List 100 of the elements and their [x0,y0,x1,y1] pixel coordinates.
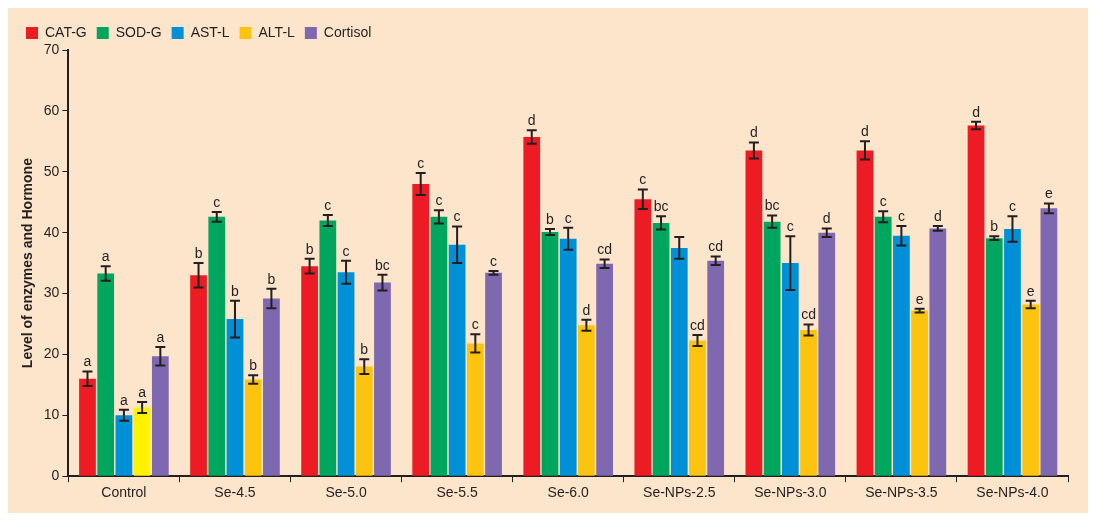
y-axis-title: Level of enzymes and Hormone [19,157,36,369]
data-label: d [527,112,536,129]
bar [1040,208,1058,476]
bar [781,263,799,476]
bar [1004,229,1021,476]
data-label: b [249,356,258,373]
data-label: c [342,242,350,259]
bar [634,199,652,476]
data-label: c [639,171,647,188]
bar [301,266,318,476]
legend-label: ALT-L [258,23,296,40]
data-label: c [435,191,443,208]
data-label: c [1008,198,1016,215]
data-label: d [861,123,869,140]
bar [374,282,391,476]
data-label: a [83,353,92,370]
bar [745,150,763,476]
bar [226,319,244,476]
data-label: d [933,207,942,224]
bar [911,310,928,476]
x-tick-label: Se-NPs-3.5 [865,484,938,501]
data-label: d [582,301,591,318]
bar [485,272,502,476]
y-tick-label: 70 [43,40,60,57]
legend-label: Cortisol [323,23,372,40]
x-tick-label: Se-NPs-3.0 [754,484,827,501]
data-label: e [1045,185,1053,202]
bar [652,222,670,476]
x-tick-label: Se-5.5 [436,484,478,501]
data-label: c [471,316,479,333]
data-label: cd [708,238,724,255]
data-label: b [990,218,999,235]
bar [190,275,207,476]
data-label: cd [801,306,816,323]
y-tick-label: 10 [43,406,60,423]
bar [412,183,430,476]
data-label: e [1026,282,1035,299]
data-label: d [750,124,758,141]
bar [707,260,725,476]
y-tick-label: 30 [43,284,60,301]
legend-label: AST-L [190,23,230,40]
data-label: c [564,209,572,226]
y-tick-label: 40 [43,223,60,240]
bar [244,379,262,476]
y-tick-label: 60 [43,101,60,118]
bar [263,298,280,476]
bar [689,340,706,476]
bar [559,238,577,476]
y-tick-label: 50 [43,162,60,179]
bar [670,247,688,476]
bar [541,232,559,476]
data-label: b [231,282,240,299]
data-label: b [546,210,555,227]
bar [967,125,985,476]
x-tick-label: Control [101,484,147,501]
bar [448,244,466,476]
data-label: c [879,193,887,210]
data-label: bc [375,256,390,273]
bar [355,366,373,476]
bar [578,325,595,476]
y-tick-label: 20 [43,345,60,362]
bar [929,228,947,476]
bar [763,221,781,476]
data-label: d [822,210,831,227]
x-tick-label: Se-6.0 [547,484,590,501]
data-label: a [138,383,147,400]
bar [466,343,484,476]
data-label: c [453,208,461,225]
data-label: c [897,207,905,224]
data-label: c [324,196,332,213]
bar [79,378,96,476]
data-label: cd [597,241,613,258]
x-tick-label: Se-5.0 [325,484,367,501]
data-label: c [786,218,794,235]
data-label: a [156,328,165,345]
data-label: cd [690,316,705,333]
data-label: b [194,244,203,261]
bar [893,235,910,476]
data-label: c [490,252,498,269]
bar [337,272,355,476]
x-tick-label: Se-NPs-4.0 [976,484,1049,501]
data-label: bc [764,197,780,214]
bar [115,415,133,476]
data-label: c [417,154,425,171]
bar [800,330,817,476]
bar [856,150,874,476]
data-label: bc [653,198,669,215]
legend-label: CAT-G [45,23,87,40]
data-label: b [360,341,369,358]
legend-label: SOD-G [115,23,162,40]
x-tick-label: Se-NPs-2.5 [643,484,716,501]
data-label: e [915,290,924,307]
data-label: c [213,193,221,210]
bar [874,216,892,476]
data-label: a [101,248,110,264]
bar [319,220,337,476]
bar [208,216,226,476]
data-label: b [305,240,314,257]
bar [523,137,541,476]
bar [133,407,151,476]
